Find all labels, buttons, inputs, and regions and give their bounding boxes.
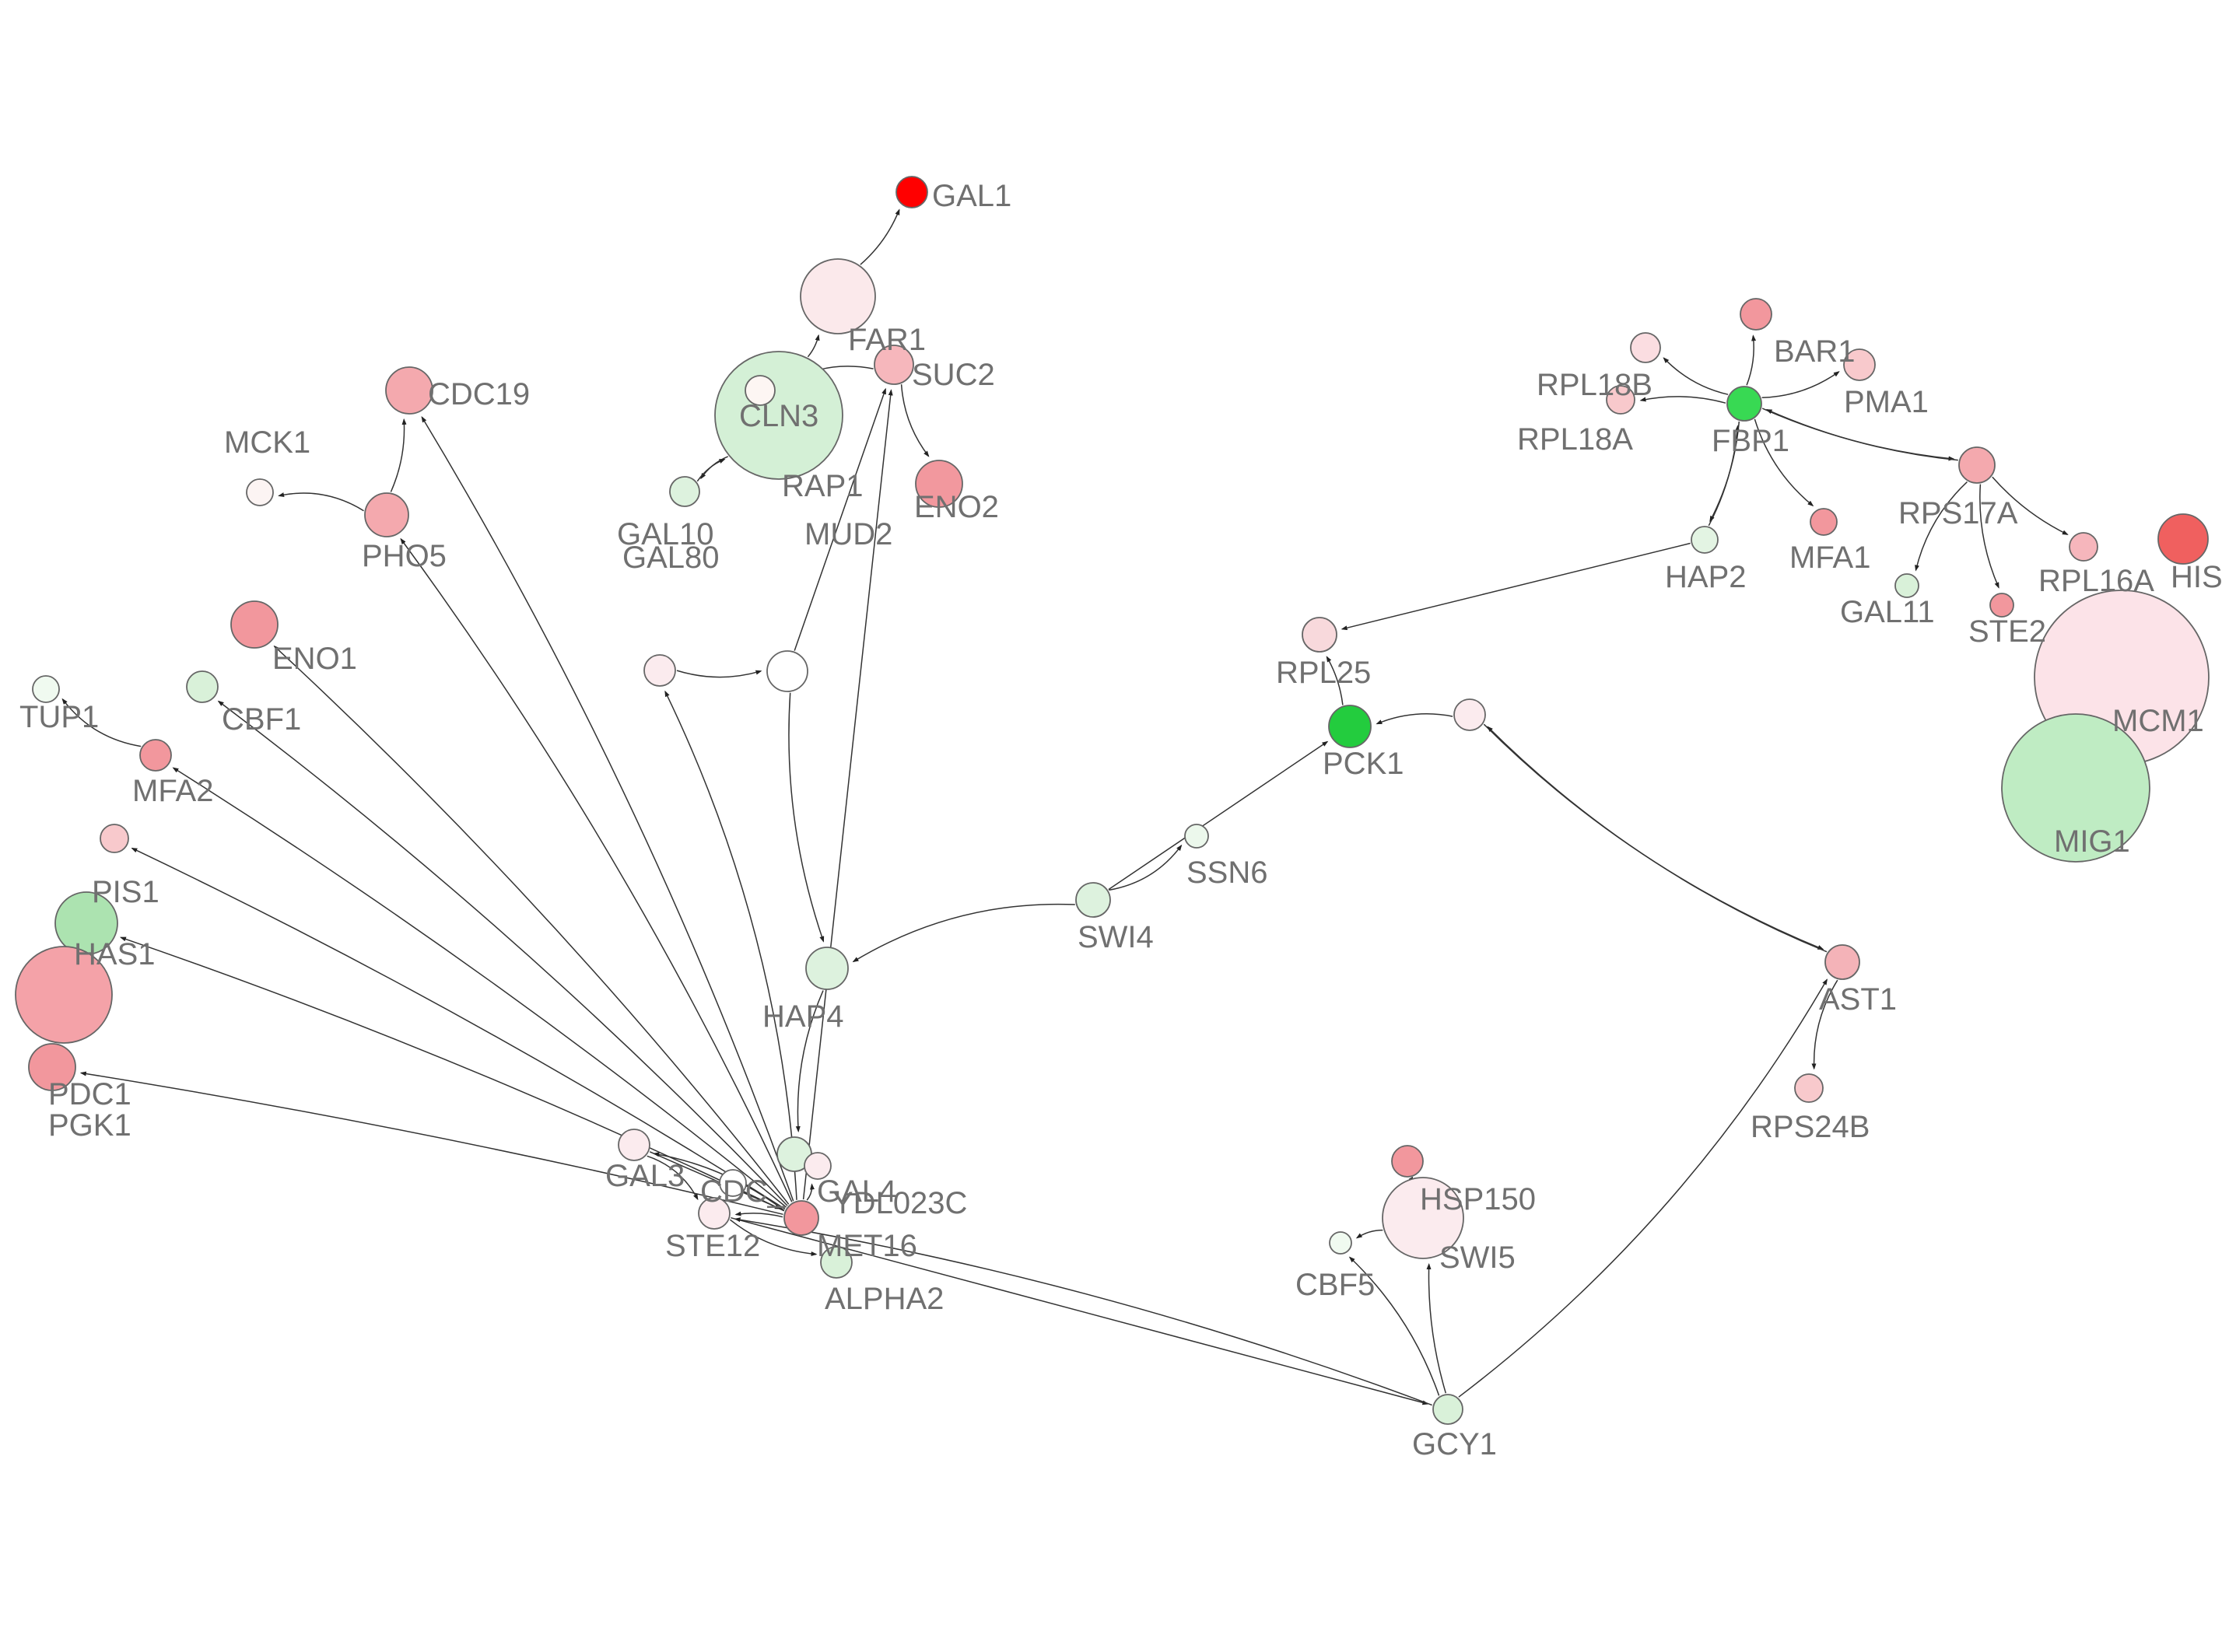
svg-text:MIG1: MIG1 xyxy=(2054,824,2130,859)
svg-text:PGK1: PGK1 xyxy=(48,1108,131,1143)
svg-text:CDC_: CDC_ xyxy=(700,1174,786,1209)
svg-text:PCK1: PCK1 xyxy=(1323,747,1404,781)
svg-text:ENO2: ENO2 xyxy=(914,490,999,524)
svg-text:ENO1: ENO1 xyxy=(272,642,357,676)
svg-text:AST1: AST1 xyxy=(1819,982,1897,1017)
svg-text:RPL18A: RPL18A xyxy=(1517,422,1633,457)
svg-text:HAP2: HAP2 xyxy=(1665,560,1747,594)
svg-text:RAP1: RAP1 xyxy=(782,469,864,503)
svg-text:SUC2: SUC2 xyxy=(912,358,995,392)
svg-text:MET16: MET16 xyxy=(817,1229,917,1263)
svg-text:SWI4: SWI4 xyxy=(1078,920,1154,954)
svg-text:HIS4: HIS4 xyxy=(2171,560,2222,594)
svg-text:PMA1: PMA1 xyxy=(1844,385,1929,419)
svg-text:HAP4: HAP4 xyxy=(762,999,844,1034)
svg-text:TUP1: TUP1 xyxy=(19,700,99,734)
svg-text:YDL023C: YDL023C xyxy=(832,1186,967,1220)
svg-text:SWI5: SWI5 xyxy=(1439,1241,1516,1275)
svg-text:MCM1: MCM1 xyxy=(2112,704,2204,738)
svg-text:GAL3: GAL3 xyxy=(605,1159,685,1193)
svg-text:PIS1: PIS1 xyxy=(92,875,159,909)
svg-text:GCY1: GCY1 xyxy=(1412,1427,1497,1461)
svg-text:RPL18B: RPL18B xyxy=(1537,368,1652,402)
svg-text:CBF1: CBF1 xyxy=(222,702,301,737)
svg-text:CBF5: CBF5 xyxy=(1295,1268,1375,1302)
svg-text:GAL1: GAL1 xyxy=(932,179,1011,213)
svg-text:ALPHA2: ALPHA2 xyxy=(825,1282,944,1316)
svg-text:BAR1: BAR1 xyxy=(1774,334,1856,369)
svg-text:RPS24B: RPS24B xyxy=(1751,1110,1870,1144)
svg-text:GAL11: GAL11 xyxy=(1840,595,1935,629)
svg-text:STE12: STE12 xyxy=(665,1229,760,1263)
svg-text:HAS1: HAS1 xyxy=(74,937,156,971)
svg-text:CDC19: CDC19 xyxy=(428,377,530,411)
svg-text:FAR1: FAR1 xyxy=(848,323,926,357)
svg-text:GAL80: GAL80 xyxy=(622,541,720,575)
svg-text:STE2: STE2 xyxy=(1968,614,2046,649)
svg-text:RPL16A: RPL16A xyxy=(2038,564,2154,598)
svg-text:PHO5: PHO5 xyxy=(362,539,447,573)
svg-text:FBP1: FBP1 xyxy=(1712,424,1789,458)
svg-text:SSN6: SSN6 xyxy=(1186,856,1268,890)
svg-text:PDC1: PDC1 xyxy=(48,1077,131,1111)
svg-text:MUD2: MUD2 xyxy=(804,517,892,551)
svg-text:RPS17A: RPS17A xyxy=(1898,496,2018,530)
svg-text:CLN3: CLN3 xyxy=(739,399,818,433)
svg-text:MCK1: MCK1 xyxy=(224,425,310,460)
svg-text:MFA1: MFA1 xyxy=(1789,541,1870,575)
svg-text:RPL25: RPL25 xyxy=(1276,656,1371,690)
svg-text:HSP150: HSP150 xyxy=(1420,1182,1536,1216)
svg-text:MFA2: MFA2 xyxy=(132,774,213,808)
